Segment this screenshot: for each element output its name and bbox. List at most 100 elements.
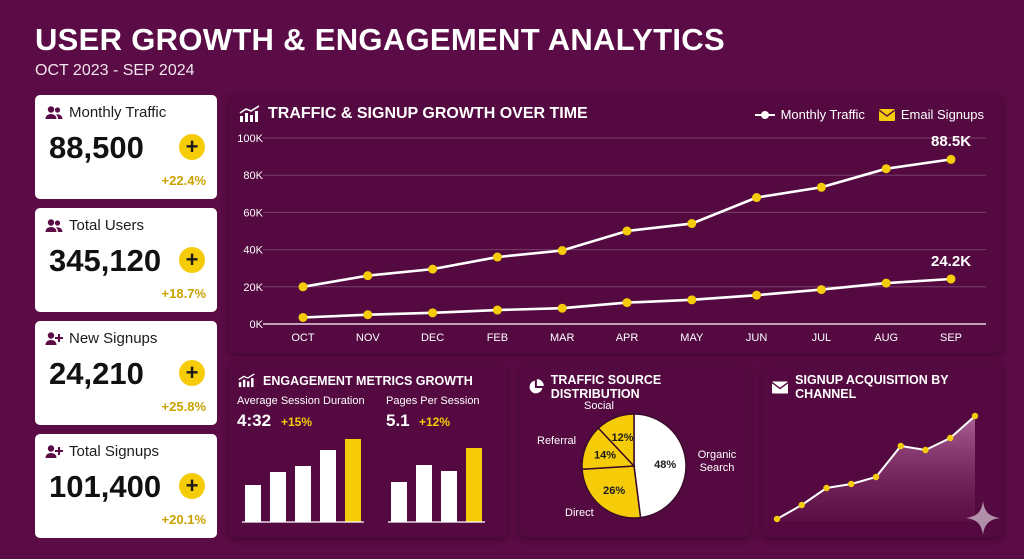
users-icon: [45, 218, 63, 232]
pie-pct-label: 48%: [654, 459, 676, 471]
kpi-value: 24,210: [49, 356, 144, 391]
session-change: +15%: [281, 415, 313, 429]
kpi-card-total-users[interactable]: Total Users 345,120 + +18.7%: [35, 208, 217, 312]
signups-callout: 24.2K: [931, 252, 972, 270]
pie-slice-social: [597, 413, 635, 468]
signups-point: [622, 298, 632, 308]
x-tick-label: JUL: [812, 332, 832, 344]
traffic-source-pie: 48% 26% 14% 12%: [581, 413, 687, 519]
pie-label-direct: Direct: [565, 507, 594, 519]
line-marker-icon: [754, 110, 775, 119]
panel-title-text: TRAFFIC & SIGNUP GROWTH OVER TIME: [268, 105, 588, 122]
session-bar: [245, 485, 261, 522]
kpi-card-total-signups[interactable]: Total Signups 101,400 + +20.1%: [35, 434, 217, 538]
pie-pct-label: 12%: [611, 432, 633, 444]
legend-label: Monthly Traffic: [780, 107, 865, 122]
kpi-change: +25.8%: [161, 399, 206, 414]
y-tick-label: 60K: [243, 207, 263, 219]
area-point: [971, 412, 979, 420]
panel-title-text: ENGAGEMENT METRICS GROWTH: [263, 373, 473, 388]
y-tick-label: 20K: [243, 282, 263, 294]
traffic-signup-chart-panel: TRAFFIC & SIGNUP GROWTH OVER TIME Monthl…: [229, 95, 1002, 353]
area-point: [848, 480, 855, 488]
panel-title: ENGAGEMENT METRICS GROWTH: [238, 373, 473, 388]
traffic-point: [752, 193, 762, 203]
area-point: [922, 446, 929, 454]
traffic-point: [492, 252, 502, 262]
traffic-point: [363, 271, 373, 281]
traffic-point: [946, 154, 956, 164]
signups-point: [881, 278, 891, 288]
traffic-point: [622, 226, 632, 236]
page-subtitle: OCT 2023 - SEP 2024: [35, 62, 195, 79]
kpi-label: Total Users: [69, 217, 145, 234]
engagement-bar-chart: [242, 439, 485, 523]
x-tick-label: OCT: [291, 332, 315, 344]
legend-item-signups[interactable]: Email Signups: [878, 107, 984, 122]
kpi-header: Total Signups: [45, 443, 159, 460]
traffic-callout: 88.5K: [931, 133, 972, 151]
traffic-point: [881, 164, 891, 174]
user-plus-icon: [45, 331, 63, 345]
signups-point: [557, 303, 567, 313]
pages-bar: [391, 482, 407, 522]
pages-bar: [441, 471, 457, 522]
signups-point: [492, 305, 502, 315]
signup-area-chart: [773, 412, 979, 523]
kpi-label: New Signups: [69, 330, 158, 347]
y-tick-label: 80K: [243, 170, 263, 182]
pie-label-organic: Organic Search: [697, 449, 737, 474]
kpi-card-monthly-traffic[interactable]: Monthly Traffic 88,500 + +22.4%: [35, 95, 217, 199]
traffic-point: [557, 246, 567, 256]
x-tick-label: APR: [616, 332, 639, 344]
kpi-change: +18.7%: [161, 286, 206, 301]
pages-change: +12%: [419, 415, 451, 429]
plus-icon[interactable]: +: [179, 247, 205, 273]
x-tick-label: MAY: [680, 332, 704, 344]
signups-point: [428, 308, 438, 318]
y-tick-label: 100K: [237, 133, 263, 145]
users-icon: [45, 105, 63, 119]
area-point: [872, 473, 880, 481]
pie-slice-direct: [581, 465, 642, 519]
kpi-header: Monthly Traffic: [45, 104, 166, 121]
x-tick-label: DEC: [421, 332, 444, 344]
area-point: [897, 442, 904, 450]
session-bar: [320, 450, 336, 522]
session-bar: [270, 472, 286, 522]
x-tick-label: SEP: [940, 332, 962, 344]
page-title: USER GROWTH & ENGAGEMENT ANALYTICS: [35, 22, 725, 57]
plus-icon[interactable]: +: [179, 473, 205, 499]
kpi-change: +20.1%: [161, 512, 206, 527]
user-plus-icon: [45, 444, 63, 458]
legend-item-traffic[interactable]: Monthly Traffic: [754, 107, 865, 122]
kpi-card-new-signups[interactable]: New Signups 24,210 + +25.8%: [35, 321, 217, 425]
x-tick-label: NOV: [356, 332, 381, 344]
traffic-source-panel: TRAFFIC SOURCE DISTRIBUTION 48% 26% 14% 12%…: [519, 364, 751, 537]
pie-pct-label: 14%: [594, 450, 616, 462]
x-tick-label: JUN: [746, 332, 767, 344]
plus-icon[interactable]: +: [179, 360, 205, 386]
signups-point: [687, 295, 697, 305]
x-tick-label: FEB: [487, 332, 508, 344]
area-point: [823, 484, 830, 492]
chart-trend-icon: [238, 373, 255, 388]
area-point: [773, 515, 781, 523]
signups-point: [298, 312, 308, 322]
traffic-line: [302, 158, 952, 289]
session-bar: [345, 439, 361, 522]
plus-icon[interactable]: +: [179, 134, 205, 160]
signups-point: [946, 274, 956, 284]
kpi-label: Monthly Traffic: [69, 104, 167, 121]
chart-legend: Monthly Traffic Email Signups: [754, 107, 984, 122]
traffic-point: [298, 282, 308, 292]
panel-title: TRAFFIC SOURCE DISTRIBUTION: [528, 373, 751, 401]
x-tick-label: AUG: [874, 332, 898, 344]
session-label: Average Session Duration: [237, 395, 365, 407]
kpi-label: Total Signups: [69, 443, 160, 460]
signups-point: [816, 285, 826, 295]
pages-label: Pages Per Session: [386, 395, 480, 407]
main-line-chart: 0K 20K 40K 60K 80K 100K OCT NOV DEC FEB MAR APR MAY J…: [237, 133, 986, 344]
kpi-header: New Signups: [45, 330, 157, 347]
pages-bar: [466, 448, 482, 522]
